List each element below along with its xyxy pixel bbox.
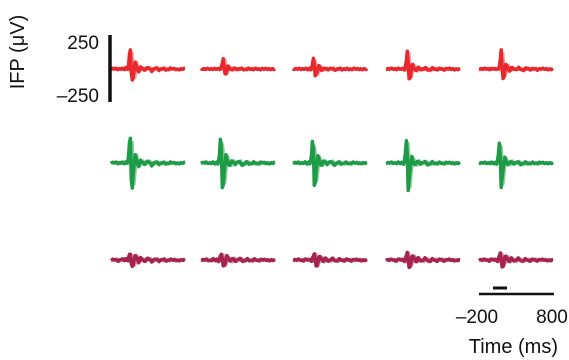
waveform-light-r1-c1: [110, 51, 186, 80]
y-scale-bottom-label: –250: [57, 86, 99, 107]
waveform-r3-c3: [292, 252, 368, 268]
waveform-r2-c2: [199, 137, 276, 190]
waveform-r2-c5: [478, 141, 554, 190]
waveform-r3-c1: [110, 252, 186, 269]
y-axis-label: IFP (μV): [7, 15, 29, 90]
waveform-r3-c2: [200, 252, 276, 268]
waveform-r1-c1: [109, 48, 186, 82]
waveform-r1-c2: [199, 57, 276, 76]
waveform-light-r1-c4: [385, 51, 462, 80]
waveform-r3-c5: [478, 251, 554, 269]
waveform-grid: [109, 48, 555, 270]
waveform-r2-c4: [385, 138, 461, 193]
waveform-r2-c3: [292, 139, 368, 188]
waveform-r2-c1: [109, 136, 186, 190]
y-scale-top-label: 250: [67, 33, 99, 54]
waveform-light-r1-c2: [199, 57, 276, 76]
waveform-r3-c4: [384, 250, 461, 270]
waveform-light-r1-c5: [478, 51, 555, 78]
waveform-light-r2-c5: [478, 144, 555, 186]
x-axis-label: Time (ms): [469, 336, 558, 358]
x-scale-left-label: –200: [456, 307, 498, 328]
waveform-r1-c5: [478, 48, 554, 81]
waveform-light-r2-c4: [385, 141, 462, 189]
x-scale-right-label: 800: [536, 307, 568, 328]
waveform-r1-c4: [385, 49, 461, 81]
waveform-r1-c3: [291, 56, 369, 78]
